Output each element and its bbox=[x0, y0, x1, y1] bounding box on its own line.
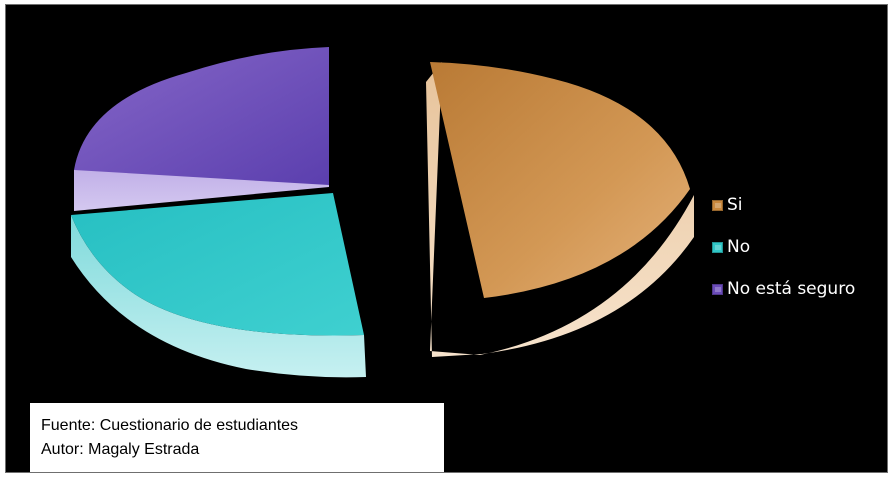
legend-item-no-esta-seguro: No está seguro bbox=[712, 278, 887, 300]
legend-label-no-esta-seguro: No está seguro bbox=[727, 279, 856, 299]
legend-label-si: Si bbox=[727, 195, 743, 215]
legend-label-no: No bbox=[727, 237, 751, 257]
legend-swatch-no-esta-seguro bbox=[712, 283, 723, 295]
pie-chart bbox=[71, 47, 694, 378]
legend-item-si: Si bbox=[712, 194, 887, 216]
legend-swatch-no bbox=[712, 241, 723, 253]
slice-no-esta-seguro bbox=[74, 47, 329, 185]
slice-si bbox=[430, 62, 690, 298]
slice-no-side bbox=[71, 215, 366, 378]
legend-item-no: No bbox=[712, 236, 887, 258]
chart-area: Si No No está seguro Fuente: Cuestionari… bbox=[5, 4, 888, 473]
author-line: Autor: Magaly Estrada bbox=[41, 441, 200, 458]
legend-swatch-si bbox=[712, 199, 723, 211]
legend: Si No No está seguro bbox=[712, 194, 887, 320]
source-line: Fuente: Cuestionario de estudiantes bbox=[41, 417, 299, 434]
slice-no bbox=[71, 193, 364, 336]
slice-si-side bbox=[426, 62, 694, 357]
source-note: Fuente: Cuestionario de estudiantes Auto… bbox=[30, 403, 444, 472]
